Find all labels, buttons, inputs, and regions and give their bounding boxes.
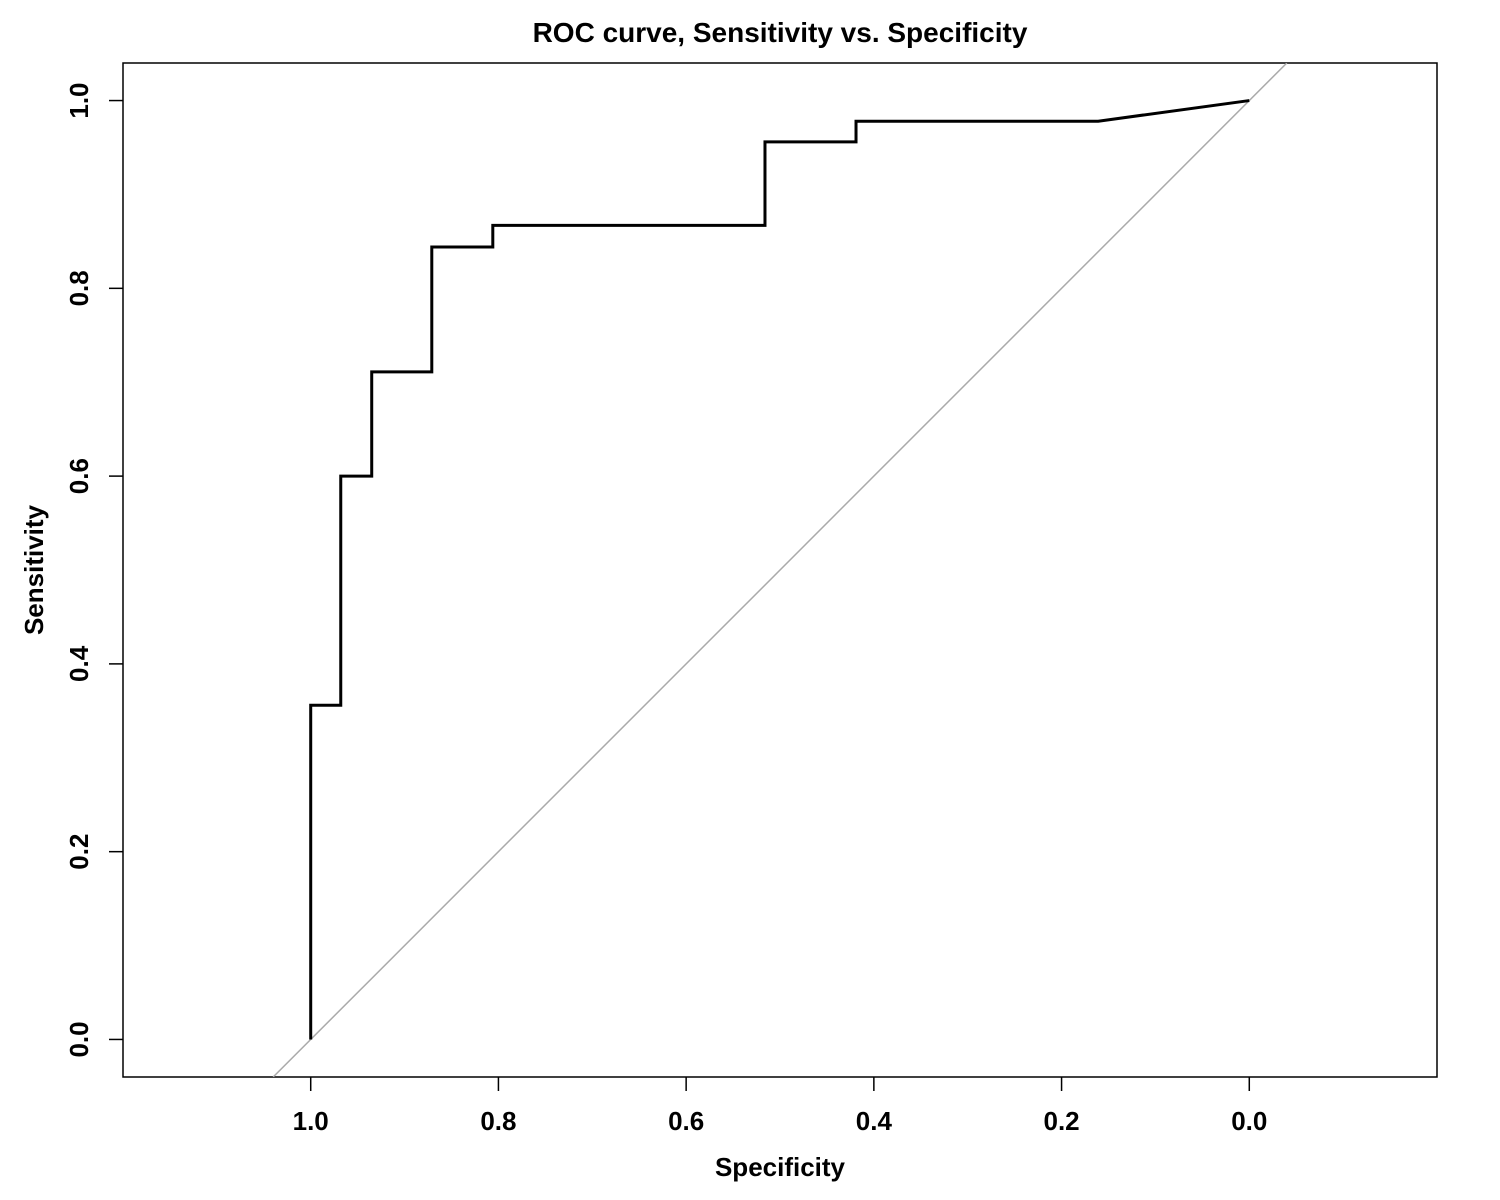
y-axis: 0.0 0.2 0.4 0.6 0.8 1.0 [64, 82, 123, 1058]
roc-curve-line [309, 99, 1250, 1040]
plot-frame [122, 62, 1438, 1078]
x-tick-label: 1.0 [293, 1106, 329, 1136]
y-tick-label: 0.8 [64, 270, 94, 306]
x-axis-label: Specificity [715, 1152, 846, 1182]
roc-curve-group [309, 99, 1250, 1040]
y-tick-label: 0.4 [64, 645, 94, 682]
reference-line-group [272, 63, 1288, 1077]
y-tick-label: 1.0 [64, 82, 94, 118]
x-tick-label: 0.4 [856, 1106, 893, 1136]
x-axis: 1.0 0.8 0.6 0.4 0.2 0.0 [293, 1077, 1267, 1136]
x-tick-label: 0.8 [480, 1106, 516, 1136]
chart-title: ROC curve, Sensitivity vs. Specificity [533, 17, 1028, 48]
x-tick-label: 0.6 [668, 1106, 704, 1136]
x-tick-label: 0.2 [1043, 1106, 1079, 1136]
x-tick-label: 0.0 [1231, 1106, 1267, 1136]
y-tick-label: 0.0 [64, 1021, 94, 1057]
y-tick-label: 0.2 [64, 834, 94, 870]
reference-diagonal-line [272, 63, 1288, 1077]
y-tick-label: 0.6 [64, 458, 94, 494]
y-axis-label: Sensitivity [19, 504, 49, 635]
